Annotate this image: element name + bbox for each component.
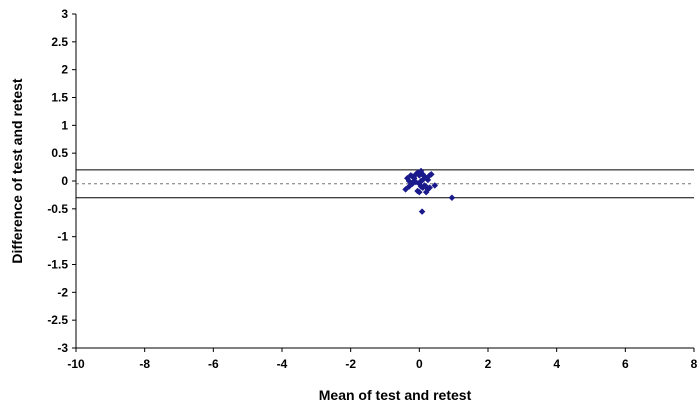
y-tick-label: -3 [57,341,68,355]
y-tick-label: 0 [61,174,68,188]
data-point [405,177,413,185]
data-point [424,176,432,184]
data-point [410,177,418,185]
y-tick-label: -1 [57,230,68,244]
x-tick-label: 0 [416,357,423,371]
y-tick-label: 0.5 [51,146,68,160]
y-tick-label: -2.5 [47,313,68,327]
data-point [431,182,439,189]
plot-area: 32.521.510.50-0.5-1-1.5-2-2.5-3 -10 -8 -6-… [47,7,697,371]
x-tick-label: -10 [67,357,85,371]
data-point [426,184,433,192]
x-axis-title: Mean of test and retest [319,387,472,403]
x-tick-label: -6 [208,357,219,371]
y-tick-label: 2.5 [51,35,68,49]
y-tick-label: 2 [61,63,68,77]
x-tick-label: 8 [691,357,698,371]
data-point [419,176,427,184]
y-axis-ticks: 3 2.5 2 1.5 1 0.5 0 -0.5 -1 -1.5 -2 -2.5 -3 [47,7,76,355]
y-tick-label: -0.5 [47,202,68,216]
data-point [418,208,426,215]
y-tick-label: -2 [57,285,68,299]
x-tick-label: -8 [139,357,150,371]
x-tick-label: -2 [345,357,356,371]
data-point [402,185,409,193]
y-tick-label: 3 [61,7,68,21]
x-tick-label: -4 [277,357,288,371]
x-tick-label: 6 [622,357,629,371]
data-points [402,167,456,215]
reference-lines [76,169,694,199]
y-tick-label: -1.5 [47,258,68,272]
y-tick-label: 1.5 [51,91,68,105]
data-point [427,170,435,178]
data-point [422,188,430,196]
x-tick-label: 4 [553,357,560,371]
data-point [415,188,423,196]
data-point [448,194,456,202]
x-axis-ticks: -10 -8 -6 -4 -2 0 2 4 6 8 [67,348,698,371]
y-axis-title: Difference of test and retest [9,78,25,263]
y-tick-label: 1 [61,118,68,132]
x-tick-label: 2 [485,357,492,371]
